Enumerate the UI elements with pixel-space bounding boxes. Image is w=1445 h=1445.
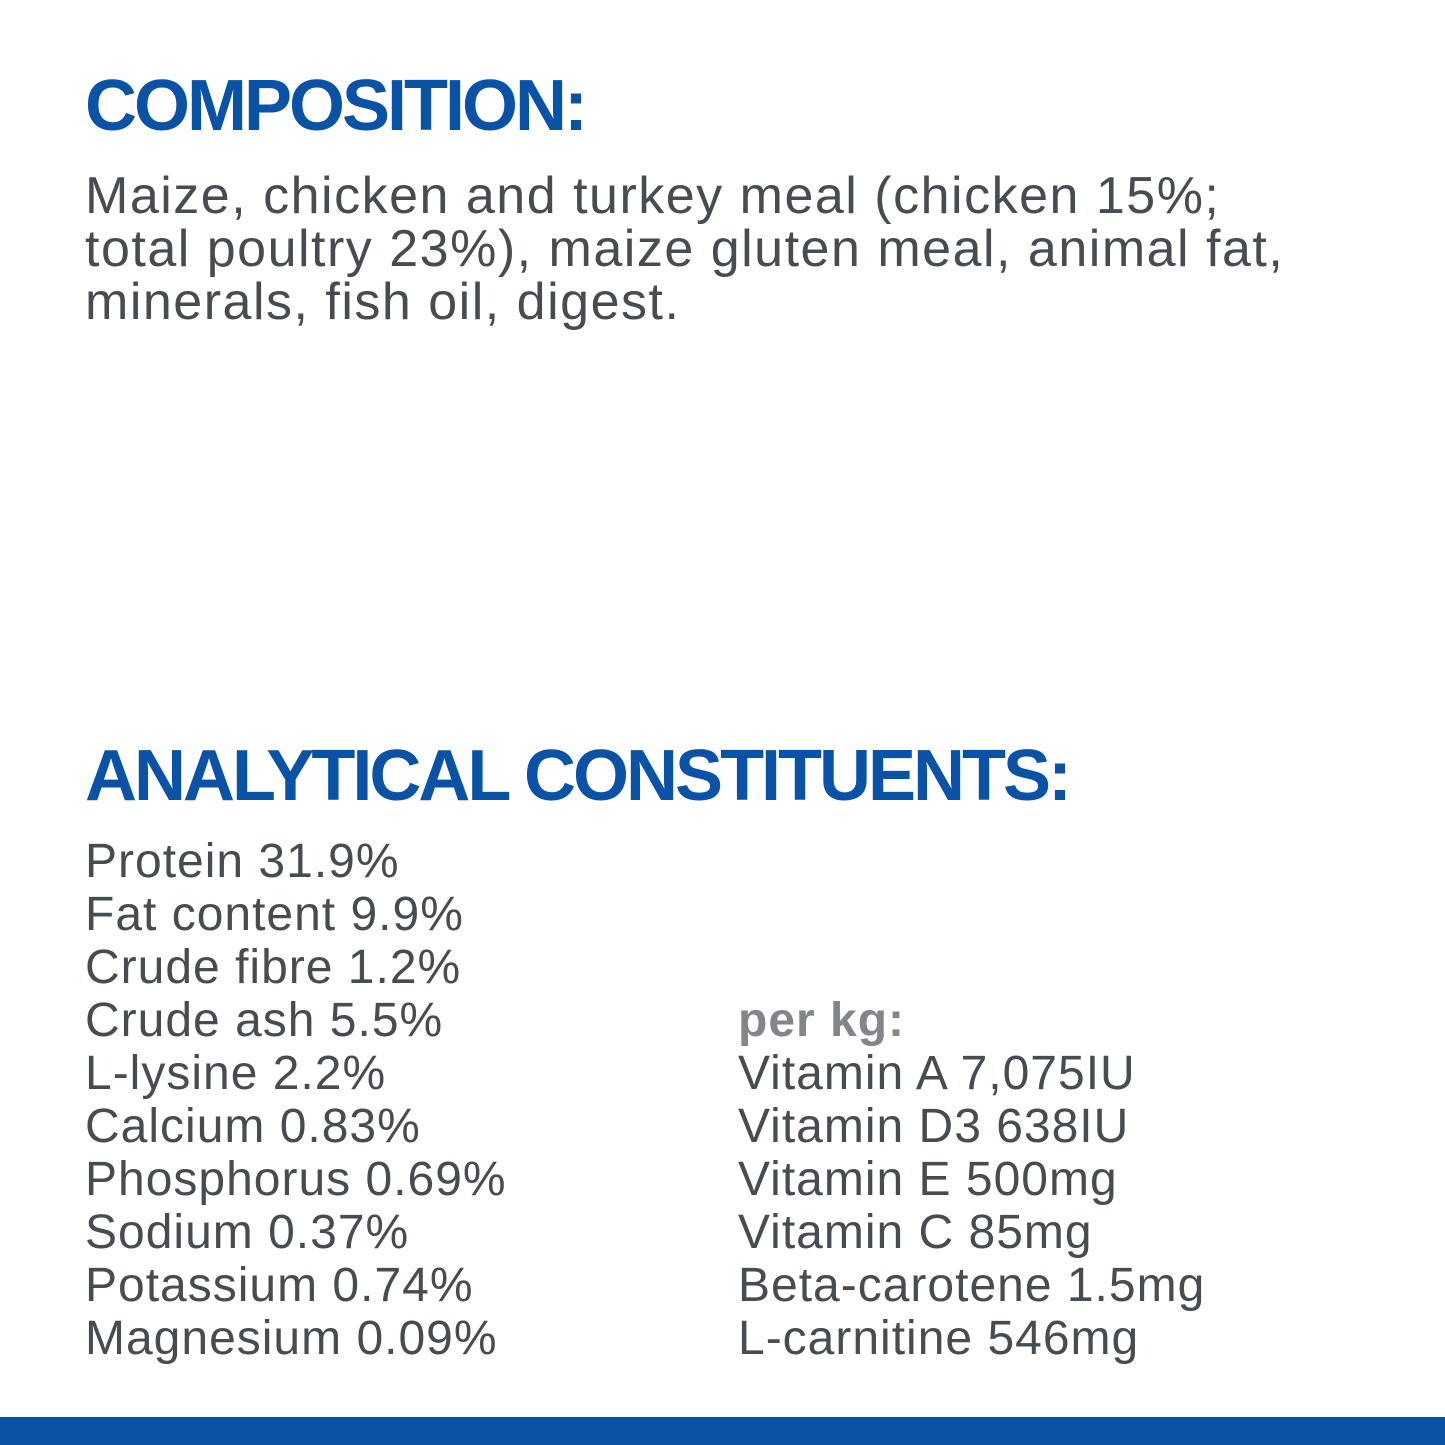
constituent-item: Magnesium 0.09% [85, 1312, 498, 1365]
composition-heading: COMPOSITION: [85, 66, 588, 146]
composition-body-line: Maize, chicken and turkey meal (chicken … [85, 167, 1221, 225]
constituent-item: Fat content 9.9% [85, 888, 464, 941]
composition-body: Maize, chicken and turkey meal (chicken … [85, 170, 1284, 329]
constituent-item: Crude ash 5.5% [85, 994, 444, 1047]
composition-body-line: minerals, fish oil, digest. [85, 273, 681, 331]
bottom-accent-bar [0, 1417, 1445, 1445]
analytical-constituents-heading: ANALYTICAL CONSTITUENTS: [85, 736, 1072, 816]
constituent-item: Sodium 0.37% [85, 1206, 410, 1259]
per-kg-label: per kg: [738, 994, 906, 1047]
composition-body-line: total poultry 23%), maize gluten meal, a… [85, 220, 1285, 278]
per-kg-item: Vitamin A 7,075IU [738, 1047, 1136, 1100]
constituent-item: L-lysine 2.2% [85, 1047, 387, 1100]
per-kg-column: per kg: Vitamin A 7,075IU Vitamin D3 638… [738, 994, 1205, 1365]
per-kg-items-list: Vitamin A 7,075IU Vitamin D3 638IU Vitam… [738, 1047, 1205, 1365]
per-kg-item: Vitamin D3 638IU [738, 1100, 1130, 1153]
constituent-item: Calcium 0.83% [85, 1100, 421, 1153]
constituent-item: Protein 31.9% [85, 835, 400, 888]
constituent-item: Crude fibre 1.2% [85, 941, 462, 994]
per-kg-item: Beta-carotene 1.5mg [738, 1259, 1206, 1312]
per-kg-item: L-carnitine 546mg [738, 1312, 1140, 1365]
per-kg-item: Vitamin E 500mg [738, 1153, 1118, 1206]
constituents-list: Protein 31.9% Fat content 9.9% Crude fib… [85, 835, 507, 1365]
constituent-item: Phosphorus 0.69% [85, 1153, 507, 1206]
per-kg-item: Vitamin C 85mg [738, 1206, 1093, 1259]
constituent-item: Potassium 0.74% [85, 1259, 474, 1312]
